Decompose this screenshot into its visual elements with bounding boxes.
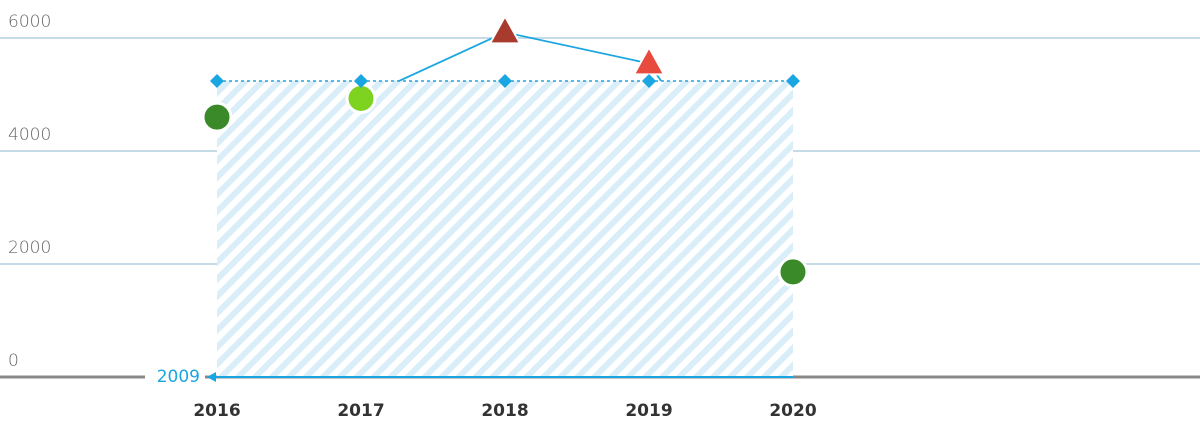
point: [488, 14, 522, 45]
x-tick-label: 2016: [193, 401, 240, 421]
x-tick-label: 2019: [625, 401, 672, 421]
point: [354, 73, 368, 88]
annotation-bg: [145, 365, 205, 389]
y-tick-label: 0: [8, 351, 19, 371]
point: [786, 73, 800, 88]
annotation: 2009: [157, 367, 200, 387]
x-tick-label: 2020: [769, 401, 816, 421]
y-tick-label: 6000: [8, 12, 51, 32]
point: [642, 73, 656, 88]
point: [201, 101, 233, 133]
y-tick-label: 4000: [8, 125, 51, 145]
hatched-area: [217, 80, 793, 376]
x-tick-label: 2018: [481, 401, 528, 421]
point: [345, 82, 377, 114]
y-tick-label: 2000: [8, 238, 51, 258]
point: [498, 73, 512, 88]
x-tick-label: 2017: [337, 401, 384, 421]
arrow-head: [207, 372, 216, 382]
point: [210, 73, 224, 88]
point: [777, 256, 809, 288]
